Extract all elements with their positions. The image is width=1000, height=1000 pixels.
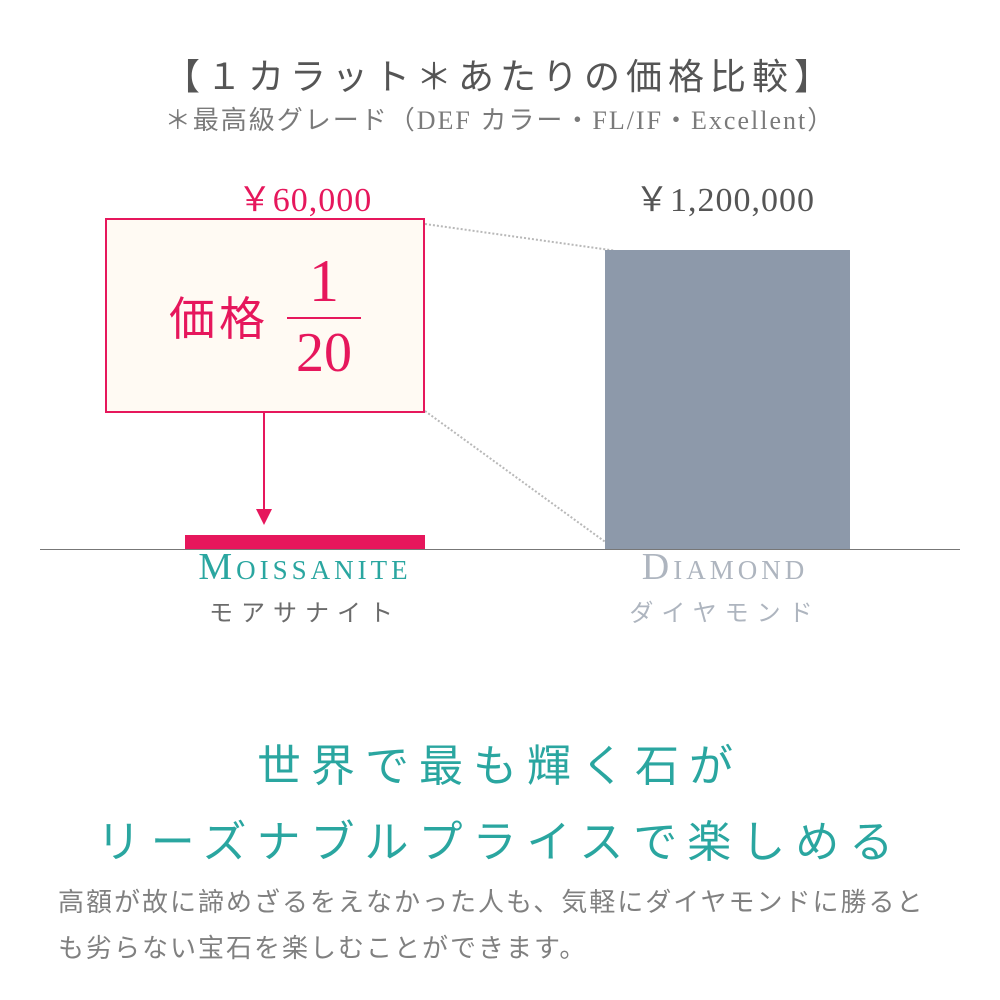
guide-line-top — [425, 223, 613, 251]
price-ratio-callout: 価格 1 20 — [105, 218, 425, 413]
axis-label-moissanite: Moissanite モアサナイト — [140, 545, 470, 628]
body-text: 高額が故に諦めざるをえなかった人も、気軽にダイヤモンドに勝るとも劣らない宝石を楽… — [58, 880, 942, 971]
infographic-root: 【１カラット＊あたりの価格比較】 ＊最高級グレード（DEF カラー・FL/IF・… — [0, 0, 1000, 1000]
axis-label-diamond-en: Diamond — [560, 545, 890, 589]
fraction: 1 20 — [287, 251, 361, 381]
headline: 世界で最も輝く石が リーズナブルプライスで楽しめる — [0, 730, 1000, 870]
axis-label-moissanite-jp: モアサナイト — [140, 593, 470, 628]
price-comparison-chart: ￥60,000 ￥1,200,000 価格 1 20 Moissanite モア… — [0, 160, 1000, 630]
callout-price-text: 価格 — [169, 283, 269, 349]
bar-diamond — [605, 250, 850, 550]
fraction-denominator: 20 — [296, 319, 352, 381]
headline-line1: 世界で最も輝く石が — [257, 742, 743, 791]
headline-line2: リーズナブルプライスで楽しめる — [0, 806, 1000, 870]
axis-label-diamond-jp: ダイヤモンド — [560, 593, 890, 628]
axis-label-diamond: Diamond ダイヤモンド — [560, 545, 890, 628]
arrow-down-icon — [263, 413, 265, 523]
page-title: 【１カラット＊あたりの価格比較】 — [0, 48, 1000, 100]
fraction-numerator: 1 — [287, 251, 361, 319]
price-label-diamond: ￥1,200,000 — [560, 172, 890, 221]
guide-line-bottom — [424, 410, 611, 547]
page-subtitle: ＊最高級グレード（DEF カラー・FL/IF・Excellent） — [0, 100, 1000, 137]
price-label-moissanite: ￥60,000 — [120, 172, 490, 221]
axis-label-moissanite-en: Moissanite — [140, 545, 470, 589]
